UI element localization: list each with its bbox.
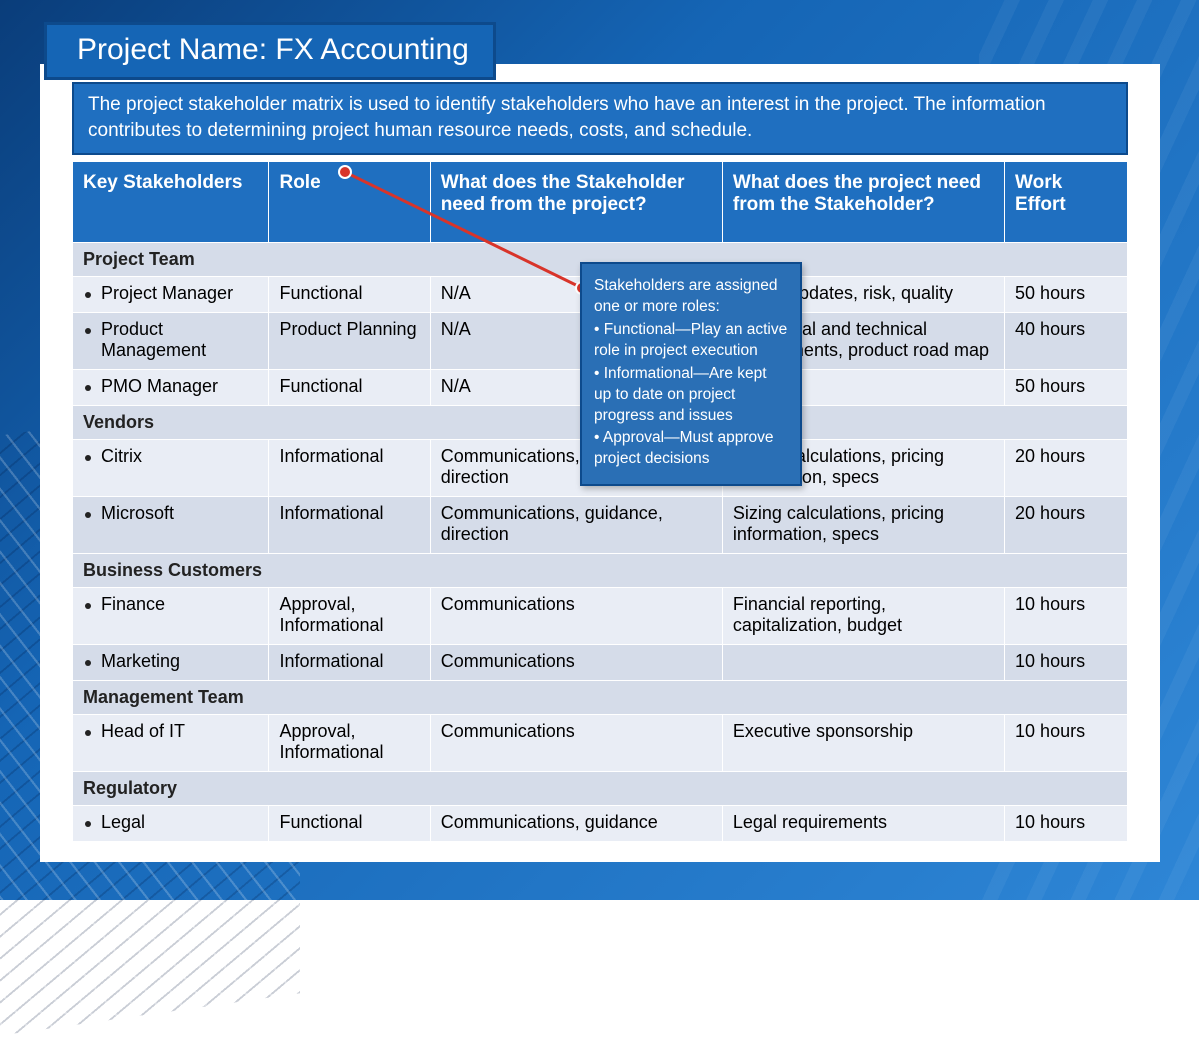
cell-need: Communications (430, 645, 722, 681)
table-header-row: Key Stakeholders Role What does the Stak… (73, 162, 1128, 243)
bullet-icon (85, 660, 91, 666)
table-row: Marketing InformationalCommunications 10 h… (73, 645, 1128, 681)
stakeholder-name: Citrix (101, 446, 258, 467)
cell-stakeholder: Product Management (73, 313, 269, 370)
col-header-role: Role (269, 162, 430, 243)
cell-role: Functional (269, 370, 430, 406)
description-text: The project stakeholder matrix is used t… (88, 94, 1046, 141)
cell-work: 20 hours (1005, 497, 1128, 554)
table-row: Finance Approval, InformationalCommunicat… (73, 588, 1128, 645)
section-header-row: Regulatory (73, 772, 1128, 806)
cell-stakeholder: Citrix (73, 440, 269, 497)
cell-stakeholder: PMO Manager (73, 370, 269, 406)
callout-bullet: • Approval—Must approve project decision… (594, 428, 788, 470)
cell-stakeholder: Microsoft (73, 497, 269, 554)
project-title-bar: Project Name: FX Accounting (44, 22, 496, 80)
col-header-work: Work Effort (1005, 162, 1128, 243)
cell-work: 10 hours (1005, 806, 1128, 842)
cell-work: 10 hours (1005, 588, 1128, 645)
bullet-icon (85, 512, 91, 518)
callout-intro: Stakeholders are assigned one or more ro… (594, 276, 788, 318)
callout-bullet-text: Functional—Play an active role in projec… (594, 321, 787, 359)
stakeholder-name: Project Manager (101, 283, 258, 304)
cell-stakeholder: Project Manager (73, 277, 269, 313)
cell-from: Financial reporting, capitalization, bud… (722, 588, 1004, 645)
cell-from: Legal requirements (722, 806, 1004, 842)
stakeholder-name: Finance (101, 594, 258, 615)
stakeholder-name: Marketing (101, 651, 258, 672)
cell-stakeholder: Marketing (73, 645, 269, 681)
cell-from: Sizing calculations, pricing information… (722, 497, 1004, 554)
cell-role: Informational (269, 440, 430, 497)
bullet-icon (85, 730, 91, 736)
bullet-icon (85, 821, 91, 827)
cell-work: 10 hours (1005, 715, 1128, 772)
cell-role: Approval, Informational (269, 588, 430, 645)
callout-bullet-text: Informational—Are kept up to date on pro… (594, 365, 767, 424)
col-header-need: What does the Stakeholder need from the … (430, 162, 722, 243)
cell-role: Functional (269, 277, 430, 313)
cell-work: 50 hours (1005, 277, 1128, 313)
cell-from (722, 645, 1004, 681)
callout-bullet: • Functional—Play an active role in proj… (594, 320, 788, 362)
cell-stakeholder: Finance (73, 588, 269, 645)
section-header-cell: Management Team (73, 681, 1128, 715)
bullet-icon (85, 292, 91, 298)
cell-work: 10 hours (1005, 645, 1128, 681)
cell-role: Informational (269, 645, 430, 681)
table-row: Head of IT Approval, InformationalCommuni… (73, 715, 1128, 772)
stakeholder-name: Legal (101, 812, 258, 833)
role-callout-box: Stakeholders are assigned one or more ro… (580, 262, 802, 486)
cell-need: Communications, guidance (430, 806, 722, 842)
col-header-stakeholders: Key Stakeholders (73, 162, 269, 243)
stakeholder-name: PMO Manager (101, 376, 258, 397)
table-row: Microsoft InformationalCommunications, gu… (73, 497, 1128, 554)
cell-stakeholder: Head of IT (73, 715, 269, 772)
section-header-cell: Regulatory (73, 772, 1128, 806)
description-box: The project stakeholder matrix is used t… (72, 82, 1128, 155)
stakeholder-name: Head of IT (101, 721, 258, 742)
col-header-from: What does the project need from the Stak… (722, 162, 1004, 243)
stakeholder-name: Product Management (101, 319, 258, 361)
cell-role: Functional (269, 806, 430, 842)
cell-work: 50 hours (1005, 370, 1128, 406)
cell-role: Informational (269, 497, 430, 554)
cell-work: 40 hours (1005, 313, 1128, 370)
cell-need: Communications, guidance, direction (430, 497, 722, 554)
cell-role: Product Planning (269, 313, 430, 370)
cell-role: Approval, Informational (269, 715, 430, 772)
section-header-cell: Business Customers (73, 554, 1128, 588)
cell-work: 20 hours (1005, 440, 1128, 497)
section-header-row: Management Team (73, 681, 1128, 715)
callout-bullet: • Informational—Are kept up to date on p… (594, 364, 788, 427)
callout-bullet-text: Approval—Must approve project decisions (594, 429, 773, 467)
cell-need: Communications (430, 588, 722, 645)
project-title-text: Project Name: FX Accounting (77, 33, 469, 66)
cell-need: Communications (430, 715, 722, 772)
bullet-icon (85, 455, 91, 461)
bullet-icon (85, 385, 91, 391)
bullet-icon (85, 603, 91, 609)
bullet-icon (85, 328, 91, 334)
section-header-row: Business Customers (73, 554, 1128, 588)
cell-from: Executive sponsorship (722, 715, 1004, 772)
table-row: Legal FunctionalCommunications, guidanceL… (73, 806, 1128, 842)
cell-stakeholder: Legal (73, 806, 269, 842)
stakeholder-name: Microsoft (101, 503, 258, 524)
